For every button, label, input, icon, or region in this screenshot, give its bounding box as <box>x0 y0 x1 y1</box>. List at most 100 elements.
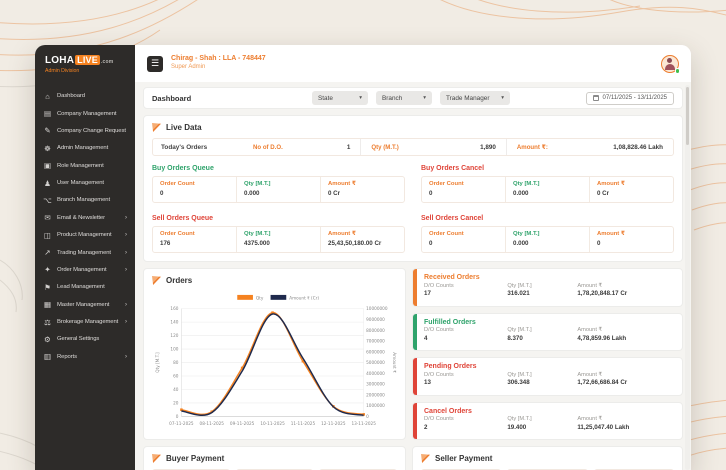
order-queue-group-title: Sell Orders Cancel <box>421 215 484 222</box>
order-queue-metrics: Order Count 0 Qty [M.T.] 0.000 Amount ₹ … <box>421 226 674 253</box>
status-card-cancel-orders: Cancel Orders D/O Counts 2 Qty [M.T.] 19.4… <box>412 401 683 440</box>
chevron-right-icon: › <box>125 301 127 308</box>
metric-cell: Qty [M.T.] 0.000 <box>505 227 589 252</box>
svg-text:140: 140 <box>170 320 178 325</box>
metric-do-counts: D/O Counts 2 <box>424 416 454 431</box>
user-role: Super Admin <box>171 64 206 71</box>
chevron-right-icon: › <box>125 232 127 239</box>
sidebar-item-reports[interactable]: ▥ Reports › <box>43 352 127 362</box>
admin-user-icon: ☸ <box>44 143 51 153</box>
sidebar-item-company-management[interactable]: ▤ Company Management › <box>43 109 117 119</box>
chevron-down-icon: ▾ <box>359 95 362 101</box>
edit-building-icon: ✎ <box>44 126 51 136</box>
svg-text:6000000: 6000000 <box>366 349 385 354</box>
orders-title: Orders <box>166 276 193 285</box>
sidebar-item-user-management[interactable]: ♟ User Management › <box>44 178 104 188</box>
trade-manager-dropdown[interactable]: Trade Manager ▾ <box>440 91 510 105</box>
hamburger-menu-icon[interactable]: ☰ <box>147 55 163 72</box>
mail-icon: ✉ <box>44 213 51 223</box>
chevron-down-icon: ▾ <box>423 95 426 101</box>
status-card-title: Received Orders <box>424 274 480 281</box>
svg-text:12-11-2025: 12-11-2025 <box>321 421 346 426</box>
svg-text:Qty: Qty <box>256 295 264 300</box>
sidebar-item-general-settings[interactable]: ⚙ General Settings › <box>44 334 100 344</box>
order-queue-group-title: Buy Orders Queue <box>152 165 214 172</box>
payment-card-title: Buyer Payment <box>166 454 225 463</box>
online-status-dot <box>674 68 680 74</box>
metric-amount: Amount ₹1,78,20,848.17 Cr <box>577 282 628 298</box>
metric-amount: Amount ₹: 1,08,828.46 Lakh <box>516 143 663 151</box>
chevron-down-icon: ▾ <box>501 95 504 101</box>
briefcase-icon: ▣ <box>43 161 52 171</box>
chevron-right-icon: › <box>125 266 127 273</box>
metric-cell: Amount ₹ 0 Cr <box>589 177 673 202</box>
section-flag-icon <box>152 276 161 285</box>
order-queue-group-buy-orders-cancel: Buy Orders Cancel Order Count 0 Qty [M.T… <box>421 165 674 203</box>
svg-text:08-11-2025: 08-11-2025 <box>200 421 225 426</box>
live-data-title: Live Data <box>166 123 202 132</box>
svg-text:4000000: 4000000 <box>366 371 385 376</box>
orders-chart: 0 20 40 60 80 100 120 140 160 0 1000000 2000000 3000… <box>152 291 397 441</box>
branch-dropdown[interactable]: Branch ▾ <box>376 91 432 105</box>
sidebar-item-lead-management[interactable]: ⚑ Lead Management › <box>44 282 105 292</box>
payments-row: Buyer Payment Seller Payment <box>143 446 683 470</box>
svg-text:120: 120 <box>170 333 178 338</box>
metric-qty: Qty [M.T.] 316.021 <box>507 282 532 298</box>
payment-card-title: Seller Payment <box>435 454 493 463</box>
svg-text:07-11-2025: 07-11-2025 <box>169 421 194 426</box>
svg-text:10000000: 10000000 <box>366 306 388 311</box>
card-accent-bar <box>413 313 417 350</box>
sidebar-item-email-newsletter[interactable]: ✉ Email & Newsletter › <box>44 213 127 223</box>
sidebar-item-branch-management[interactable]: ⌥ Branch Management › <box>43 195 110 205</box>
logo-live-badge: LIVE <box>75 55 100 65</box>
date-range-input[interactable]: 07/11/2025 - 13/11/2025 <box>585 91 674 105</box>
sidebar-item-product-management[interactable]: ◫ Product Management › <box>43 230 127 240</box>
order-icon: ✦ <box>44 265 51 275</box>
svg-text:40: 40 <box>173 387 179 392</box>
order-status-cards: Received Orders D/O Counts 17 Qty [M.T.] 3… <box>412 268 683 440</box>
filter-bar: Dashboard State ▾ Branch ▾ Trade Manager ▾ … <box>143 87 683 109</box>
logo-suffix: .com <box>100 59 114 65</box>
svg-text:Qty [M.T.]: Qty [M.T.] <box>155 352 160 373</box>
logo-brand: LOHA <box>45 55 75 66</box>
metric-amount: Amount ₹1,72,66,686.84 Cr <box>577 371 628 387</box>
svg-text:20: 20 <box>173 401 179 406</box>
svg-text:2000000: 2000000 <box>366 392 385 397</box>
status-card-fulfilled-orders: Fulfilled Orders D/O Counts 4 Qty [M.T.] 8… <box>412 312 683 351</box>
app-logo: LOHA LIVE .com Admin Division <box>35 53 135 82</box>
users-icon: ♟ <box>44 178 51 188</box>
sidebar-item-master-management[interactable]: ▦ Master Management › <box>43 300 127 310</box>
svg-text:60: 60 <box>173 374 179 379</box>
status-card-title: Cancel Orders <box>424 407 472 415</box>
order-queue-groups: Buy Orders Queue Order Count 0 Qty [M.T.… <box>152 165 674 253</box>
metric-cell: Order Count 0 <box>429 181 464 197</box>
sidebar-item-role-management[interactable]: ▣ Role Management › <box>43 161 104 171</box>
section-flag-icon <box>421 454 430 463</box>
sidebar-item-trading-management[interactable]: ↗ Trading Management › <box>44 248 127 258</box>
metric-cell: Qty [M.T.] 0.000 <box>236 177 320 202</box>
svg-text:100: 100 <box>170 347 178 352</box>
avatar[interactable] <box>661 54 680 74</box>
seller-payment-card: Seller Payment <box>412 446 683 470</box>
sidebar-item-order-management[interactable]: ✦ Order Management › <box>44 265 127 275</box>
todays-orders-row: Today's Orders No of D.O. 1 Qty (M.T.) 1,8… <box>152 138 674 156</box>
svg-text:0: 0 <box>176 414 179 419</box>
sidebar-item-company-change-request[interactable]: ✎ Company Change Request › <box>44 126 126 136</box>
order-queue-metrics: Order Count 176 Qty [M.T.] 4375.000 Amou… <box>152 226 405 253</box>
status-card-received-orders: Received Orders D/O Counts 17 Qty [M.T.] 3… <box>412 268 683 307</box>
vertical-scrollbar[interactable] <box>685 85 690 470</box>
state-dropdown[interactable]: State ▾ <box>312 91 368 105</box>
metric-cell: Order Count 0 <box>429 231 464 247</box>
page-content: Dashboard State ▾ Branch ▾ Trade Manager ▾ … <box>135 82 691 470</box>
sidebar-item-dashboard[interactable]: ⌂ Dashboard › <box>35 88 135 105</box>
order-queue-group-title: Buy Orders Cancel <box>421 165 485 172</box>
metric-amount: Amount ₹11,25,047.40 Lakh <box>577 416 630 431</box>
scrollbar-thumb[interactable] <box>686 87 689 145</box>
svg-text:1000000: 1000000 <box>366 403 385 408</box>
svg-text:7000000: 7000000 <box>366 339 385 344</box>
sidebar-item-admin-management[interactable]: ☸ Admin Management › <box>44 143 109 153</box>
sidebar-item-brokerage-management[interactable]: ⚖ Brokerage Management › <box>44 317 127 327</box>
app-window: LOHA LIVE .com Admin Division ⌂ Dashboard … <box>35 45 691 470</box>
svg-text:160: 160 <box>170 306 178 311</box>
page-title: Dashboard <box>152 93 192 103</box>
